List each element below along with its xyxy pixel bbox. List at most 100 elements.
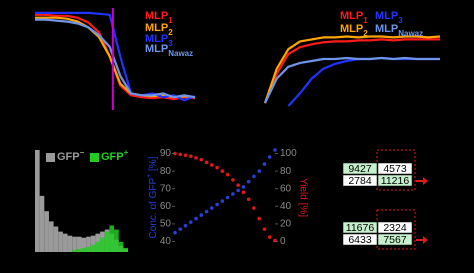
table-cell [377,221,413,234]
table-value: 2324 [383,222,407,234]
legend-sup: + [124,148,129,157]
data-point [257,169,262,173]
legend-sub: 2 [363,29,368,38]
y-tick-label: 90 [160,148,172,159]
histogram-bar [123,247,128,252]
data-point [188,220,193,224]
histogram-bar [104,231,110,252]
series-line [287,56,440,107]
y-axis-label-sup: + [146,174,153,178]
y-axis-label-text: Conc. of GFP [148,178,159,239]
histogram-bar [86,236,91,252]
y2-axis-label: Yield [%] [297,178,308,217]
legend-sub: 2 [168,28,173,37]
histogram-bar [53,226,59,252]
y2-tick-label: 100 [280,148,297,159]
legend-name: GFP [101,151,124,163]
legend-name: MLP [145,33,168,45]
legend-sup: − [80,148,85,157]
legend-sub: 1 [363,16,368,25]
data-point [183,223,188,228]
histogram-bar [95,241,101,252]
y-axis-label-rest: [%] [148,156,159,173]
histogram-bar [118,241,124,252]
table-cell [342,174,378,187]
data-point [267,235,272,239]
histogram-bar [81,247,87,252]
data-point [188,154,193,158]
table-value: 2784 [348,175,372,187]
histogram-bar [81,237,87,252]
legend-label: MLPNawaz [145,43,193,58]
legend-name: MLP [145,43,168,55]
y-tick-label: 80 [160,166,172,177]
legend-sub: Nawaz [398,29,423,38]
y-axis-label: Conc. of GFP+ [%] [146,156,158,238]
histogram-bar [72,236,77,252]
y2-tick-label: 0 [280,236,286,247]
data-point [220,199,225,203]
data-point [246,197,251,202]
data-point [246,179,251,184]
legend-name: MLP [340,10,363,22]
histogram-bar [44,211,49,252]
legend-name: MLP [145,10,168,22]
data-point [220,169,225,173]
histogram-bar [58,231,63,252]
legend-sub: Nawaz [168,49,193,58]
data-point [241,190,246,195]
histogram-bar [67,235,73,252]
histogram-bar [100,237,105,252]
y-tick-label: 40 [160,236,172,247]
table-cell [342,221,378,234]
data-point [236,183,240,187]
y2-tick-label: 20 [280,219,292,230]
data-point [236,188,240,193]
y2-tick-label: 60 [280,183,292,194]
data-point [173,230,177,235]
y-tick-label: 50 [160,219,172,230]
legend-label: MLP1 [145,10,173,25]
table-cell [342,162,378,175]
series-line [263,35,441,104]
data-point [225,172,230,177]
data-point [225,195,230,200]
histogram-bar [109,225,115,252]
data-point [273,148,277,152]
y2-tick-label: 80 [280,166,292,177]
data-point [267,155,272,159]
histogram-bar [48,221,54,252]
histogram-bar [86,246,91,252]
data-point [262,227,267,231]
data-point [178,227,183,231]
data-point [204,209,209,214]
legend-name: MLP [375,10,398,22]
arrow-head [423,177,428,185]
data-point [241,185,246,189]
histogram-bar [35,150,40,252]
data-point [262,162,267,166]
table-cell [342,233,378,246]
table-value: 7567 [383,234,407,246]
data-point [178,152,183,157]
data-point [252,206,256,210]
data-point [199,213,204,217]
histogram-bar [72,249,77,252]
data-point [199,157,204,162]
data-point [194,216,198,221]
table-value: 9427 [348,163,372,175]
histogram-bar [39,195,45,252]
table-value: 4573 [383,163,407,175]
histogram-bar [90,235,96,252]
histogram-bar [76,248,82,252]
legend-name: MLP [375,23,398,35]
data-point [204,160,209,165]
table-value: 11676 [346,222,375,234]
legend-label: MLP3 [375,10,403,25]
table-value: 6433 [348,234,372,246]
arrow-head [423,236,428,244]
legend-label: GFP+ [101,148,129,163]
data-point [210,163,214,167]
